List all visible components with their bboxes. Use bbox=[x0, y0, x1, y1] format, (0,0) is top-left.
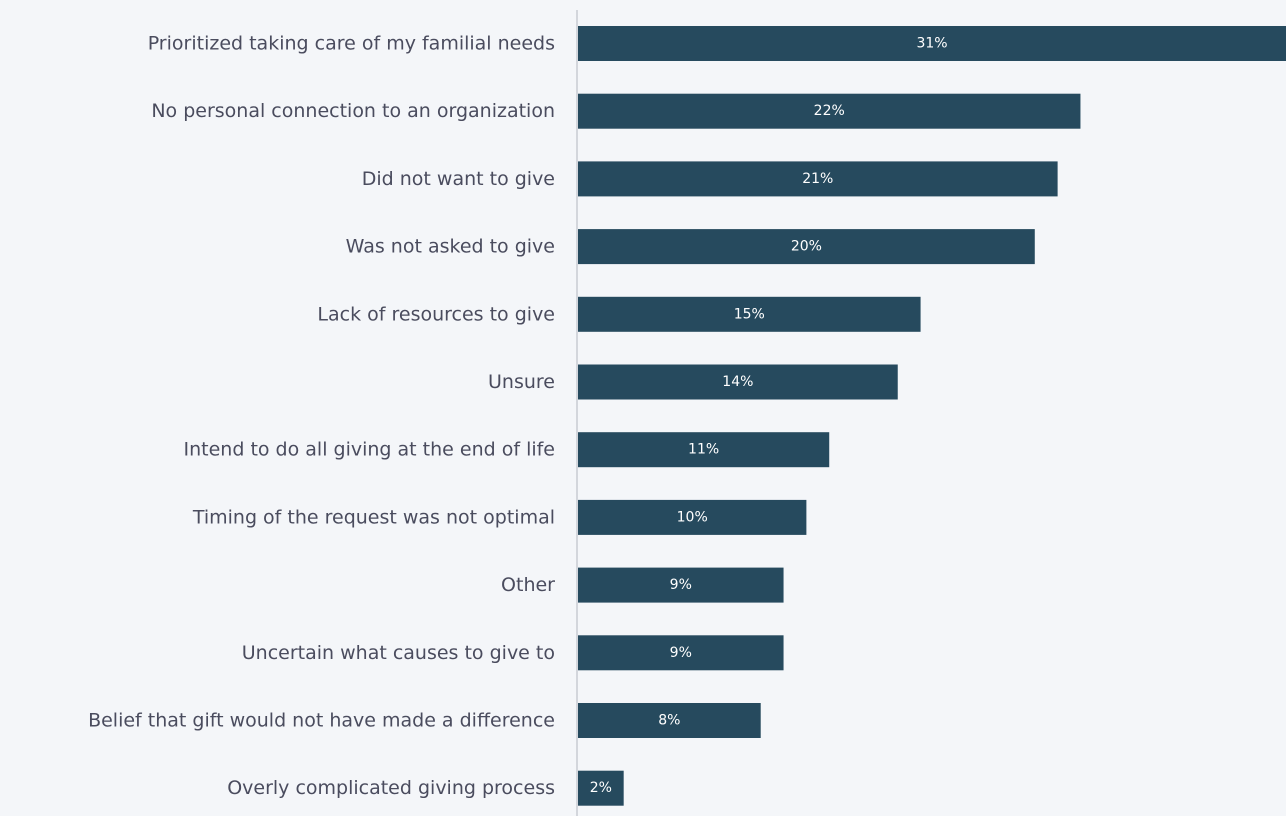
category-label: Unsure bbox=[488, 371, 555, 393]
category-label: Lack of resources to give bbox=[317, 303, 555, 325]
bar bbox=[578, 364, 898, 400]
bar-value-label: 20% bbox=[791, 239, 822, 255]
bar bbox=[578, 770, 624, 806]
bar bbox=[578, 229, 1035, 265]
bar bbox=[578, 567, 784, 603]
bar-value-label: 2% bbox=[590, 780, 612, 796]
category-label: Prioritized taking care of my familial n… bbox=[148, 33, 555, 55]
category-label: Belief that gift would not have made a d… bbox=[88, 710, 555, 732]
bar bbox=[578, 432, 830, 468]
category-label: Timing of the request was not optimal bbox=[192, 506, 555, 528]
bar bbox=[578, 26, 1286, 61]
bar-value-label: 11% bbox=[688, 442, 719, 458]
bar-value-label: 22% bbox=[814, 103, 845, 119]
category-label: Overly complicated giving process bbox=[227, 777, 555, 799]
bar bbox=[578, 703, 761, 738]
category-label: Other bbox=[501, 574, 555, 596]
bar-value-label: 8% bbox=[658, 713, 680, 729]
bar bbox=[578, 499, 807, 535]
bar-value-label: 9% bbox=[670, 645, 692, 661]
bar-value-label: 10% bbox=[677, 509, 708, 525]
bar-value-label: 31% bbox=[916, 36, 947, 52]
bar bbox=[578, 93, 1081, 129]
bar-value-label: 14% bbox=[722, 374, 753, 390]
category-label: Intend to do all giving at the end of li… bbox=[184, 439, 555, 461]
bar-value-label: 9% bbox=[670, 577, 692, 593]
bar-value-label: 21% bbox=[802, 171, 833, 187]
bar bbox=[578, 161, 1058, 197]
category-label: Did not want to give bbox=[362, 168, 555, 190]
bar bbox=[578, 635, 784, 671]
bar-value-label: 15% bbox=[734, 306, 765, 322]
category-label: Was not asked to give bbox=[346, 236, 555, 258]
bar bbox=[578, 296, 921, 332]
category-label: No personal connection to an organizatio… bbox=[151, 100, 555, 122]
bars-group: Prioritized taking care of my familial n… bbox=[88, 26, 1286, 806]
category-label: Uncertain what causes to give to bbox=[242, 642, 555, 664]
